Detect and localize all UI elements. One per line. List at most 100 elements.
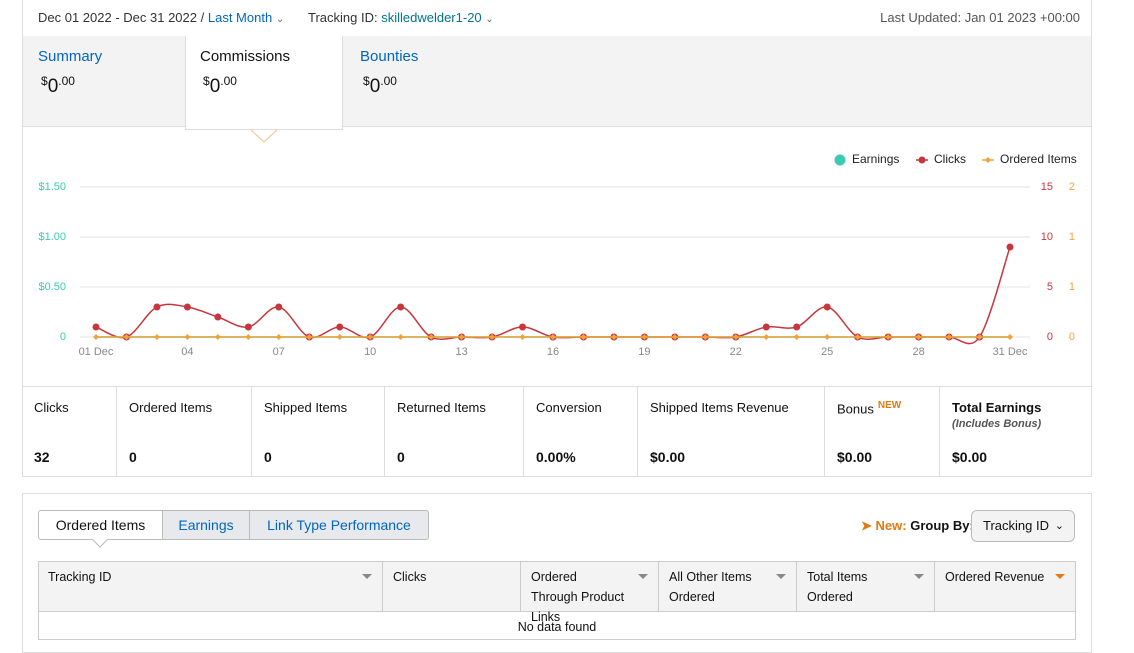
tab-amount: $0.00 xyxy=(363,74,397,98)
data-point xyxy=(245,334,252,340)
stat-cell: Conversion 0.00% xyxy=(524,386,638,476)
data-point xyxy=(214,313,222,321)
caret: ⌄ xyxy=(485,14,494,25)
legend-swatch xyxy=(918,156,926,164)
column-label: Ordered Through Product Links xyxy=(531,570,625,624)
fraction: .00 xyxy=(380,74,397,88)
y-tick-label: $0.50 xyxy=(38,281,66,293)
data-point xyxy=(1006,243,1014,251)
label: Conversion xyxy=(536,400,602,415)
data-point xyxy=(763,334,770,340)
label: Shipped Items xyxy=(264,400,348,415)
sort-icon xyxy=(1055,574,1065,579)
data-point xyxy=(367,334,374,340)
stat-label: Bonus NEW xyxy=(837,400,901,416)
data-point xyxy=(397,303,405,311)
label: Shipped Items Revenue xyxy=(650,400,789,415)
summary-tab[interactable]: Summary $0.00 xyxy=(22,36,184,126)
stat-value: 0 xyxy=(397,449,405,465)
stat-cell: Total Earnings (Includes Bonus) $0.00 xyxy=(940,386,1091,476)
group-by-select[interactable]: Tracking ID ⌄ xyxy=(971,510,1075,542)
data-point xyxy=(915,334,922,340)
report-tab[interactable]: Earnings xyxy=(162,510,250,540)
tracking-id: skilledwelder1-20 xyxy=(381,10,482,25)
x-tick-label: 28 xyxy=(912,346,924,358)
series-line xyxy=(95,246,1011,345)
legend-label: Earnings xyxy=(852,152,899,166)
x-tick-label: 19 xyxy=(638,346,650,358)
column-header[interactable]: Total Items Ordered xyxy=(797,561,935,611)
data-point xyxy=(519,334,526,340)
fraction: .00 xyxy=(220,74,237,88)
note: (Includes Bonus) xyxy=(952,418,1042,430)
stat-label: Conversion xyxy=(536,400,602,415)
data-point xyxy=(671,334,678,340)
summary-panel xyxy=(22,0,1092,477)
data-point xyxy=(214,334,221,340)
sort-icon xyxy=(362,574,372,579)
label: Bonus xyxy=(837,401,874,417)
label: Returned Items xyxy=(397,400,486,415)
data-point xyxy=(428,334,435,340)
stat-value: $0.00 xyxy=(837,449,873,465)
data-point xyxy=(976,334,983,340)
x-tick-label: 01 Dec xyxy=(79,346,114,358)
data-point xyxy=(489,334,496,340)
data-point xyxy=(823,303,831,311)
column-label: All Other Items Ordered xyxy=(669,570,752,604)
column-header[interactable]: All Other Items Ordered xyxy=(659,561,797,611)
period: Last Month xyxy=(207,10,273,25)
column-header[interactable]: Ordered Through Product Links xyxy=(521,561,659,624)
y-tick-label: $1.50 xyxy=(38,181,66,193)
stat-cell: Returned Items 0 xyxy=(385,386,524,476)
data-point xyxy=(183,303,191,311)
stat-value: $0.00 xyxy=(952,449,988,465)
bounties-tab[interactable]: Bounties $0.00 xyxy=(344,36,504,126)
tab-label: Bounties xyxy=(360,48,418,65)
stat-value: 32 xyxy=(34,449,50,465)
label: Total Earnings xyxy=(952,400,1042,415)
whole: 0 xyxy=(209,76,221,97)
data-point xyxy=(123,334,130,340)
data-point xyxy=(946,334,953,340)
stat-value: 0.00% xyxy=(536,449,576,465)
chart: 0 $0.50 $1.00 $1.50 0 5 10 15 0 1 1 2 01 Dec 04 07 10 13… xyxy=(38,152,1076,358)
column-header[interactable]: Tracking ID xyxy=(38,561,383,611)
stat-label: Shipped Items Revenue xyxy=(650,400,789,415)
data-point xyxy=(580,334,587,340)
fraction: .00 xyxy=(58,74,75,88)
sort-icon xyxy=(914,574,924,579)
y2-tick-label: 15 xyxy=(1041,181,1053,193)
report-tab[interactable]: Ordered Items xyxy=(38,510,163,540)
data-point xyxy=(519,323,527,331)
y2-tick-label: 0 xyxy=(1047,331,1053,343)
tab-label: Commissions xyxy=(200,48,291,65)
stat-value: 0 xyxy=(129,449,137,465)
tab-label: Summary xyxy=(38,48,103,65)
data-point xyxy=(336,334,343,340)
data-point xyxy=(550,334,556,340)
new-label: New: xyxy=(875,518,907,533)
data-point xyxy=(762,323,770,331)
y3-tick-label: 2 xyxy=(1069,181,1075,193)
stat-value: $0.00 xyxy=(650,449,686,465)
y3-tick-label: 1 xyxy=(1069,281,1075,293)
currency: $ xyxy=(363,74,370,88)
date-filter[interactable]: Dec 01 2022 - Dec 31 2022 / Last Month ⌄ xyxy=(38,10,284,25)
empty-message: No data found xyxy=(517,620,597,634)
data-point xyxy=(854,334,861,340)
column-header[interactable]: Ordered Revenue xyxy=(935,561,1075,611)
stat-value: 0 xyxy=(264,449,272,465)
report-tab[interactable]: Link Type Performance xyxy=(249,510,429,540)
stats-divider xyxy=(22,386,1092,387)
commissions-tab[interactable]: Commissions $0.00 xyxy=(185,36,343,130)
data-point xyxy=(153,334,160,340)
column-header[interactable]: Clicks xyxy=(383,561,521,611)
stat-label: Clicks xyxy=(34,400,69,415)
data-point xyxy=(275,334,282,340)
x-tick-label: 13 xyxy=(455,346,467,358)
tracking-filter[interactable]: Tracking ID: skilledwelder1-20 ⌄ xyxy=(308,10,494,25)
stat-label: Shipped Items xyxy=(264,400,347,415)
currency: $ xyxy=(41,74,48,88)
